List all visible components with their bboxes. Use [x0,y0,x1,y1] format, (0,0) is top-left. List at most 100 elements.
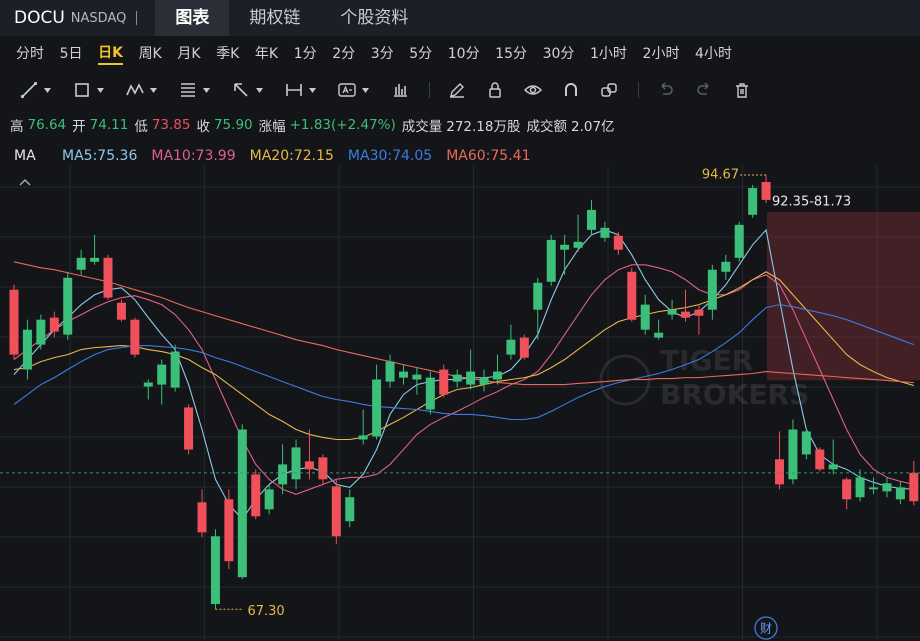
legend-entry: MA20:72.15 [250,148,334,164]
legend-entry: MA30:74.05 [348,148,432,164]
candle-body [103,257,113,298]
dropdown[interactable] [309,87,316,93]
candle-body [466,371,476,385]
candle-body [573,241,583,248]
candle-body [22,329,32,370]
rect-tool[interactable] [73,81,91,99]
low-label: 67.30 [247,604,284,619]
candle-body [479,377,489,385]
pen-tool[interactable] [448,81,466,99]
tab[interactable]: 个股资料 [340,8,409,28]
candle-body [600,227,610,238]
line-tool[interactable] [20,81,38,99]
candle-body [546,239,556,282]
undo[interactable] [657,81,675,99]
candle-body [358,435,368,440]
link-tool[interactable] [600,81,618,99]
candle-body [197,502,207,533]
candle-body [49,317,59,332]
period[interactable]: 年K [254,46,279,62]
delete[interactable] [733,81,751,99]
text-tool[interactable] [338,81,356,99]
candle-body [681,311,690,318]
drawing-toolbar [0,72,920,108]
fib-tool[interactable] [179,81,197,99]
period[interactable]: 1小时 [590,46,627,62]
lock-tool[interactable] [486,81,504,99]
ma-line [13,228,914,521]
candle-body [412,374,422,380]
redo[interactable] [695,81,713,99]
candle-body [640,304,650,330]
dropdown[interactable] [44,87,51,93]
top-bar: DOCU NASDAQ 图表 期权链 个股资料 [0,0,920,36]
divider [429,82,430,98]
period[interactable]: 3分 [370,46,394,62]
period[interactable]: 30分 [542,46,575,62]
dropdown[interactable] [97,87,104,93]
period[interactable]: 季K [216,46,240,62]
tab[interactable]: 图表 [155,0,230,36]
period[interactable]: 周K [138,46,162,62]
period[interactable]: 4小时 [695,46,732,62]
period[interactable]: 10分 [447,46,480,62]
period[interactable]: 5日 [59,46,83,62]
dropdown[interactable] [256,87,263,93]
candle-body [184,407,194,450]
candle-body [9,289,19,355]
candle-body [63,277,73,335]
collapse-icon[interactable] [19,178,31,186]
wave-tool[interactable] [126,81,144,99]
candle-body [251,474,261,517]
legend-entry: MA5:75.36 [62,148,137,164]
period-bar: 分时 5日 日K 周K 月K 季K 年K 1分 2分 3分 5分 10分 15分 30分 1小时 2小时 4小时 [0,36,920,70]
candle-body [869,487,879,490]
dropdown[interactable] [150,87,157,93]
quote-value: 2.07亿 [570,119,615,135]
candle-body [264,489,274,510]
indicator-tool[interactable] [391,81,409,99]
period[interactable]: 2分 [332,46,356,62]
tab[interactable]: 期权链 [249,8,301,28]
quote-label: 涨幅 [258,119,286,135]
dropdown[interactable] [203,87,210,93]
quote-label: 高 [10,119,24,135]
period[interactable]: 日K [98,42,123,65]
candle-body [882,483,892,492]
candle-body [345,497,355,522]
arrow-tool[interactable] [232,81,250,99]
period[interactable]: 5分 [409,46,433,62]
candle-body [855,477,865,498]
candle-body [90,257,100,262]
candle-body [318,457,328,480]
quote-value: +1.83(+2.47%) [289,117,396,133]
ma-line [13,271,914,441]
candle-body [385,361,395,382]
quote-line: 高 76.64 开 74.11 低 73.85 收 75.90 涨幅 +1.83(+2.47%) 成… [0,110,920,140]
tabs: 图表 期权链 个股资料 [155,0,428,36]
period[interactable]: 2小时 [642,46,680,62]
symbol: DOCU [14,8,65,28]
candle-body [331,486,341,537]
candle-body [707,269,717,310]
period[interactable]: 15分 [495,46,527,62]
period[interactable]: 分时 [16,46,44,62]
dropdown[interactable] [362,87,369,93]
candle-body [425,377,435,410]
candle-body [304,461,314,470]
quote-value: 272.18万股 [446,119,521,135]
candle-body [748,188,758,215]
candle-body [116,302,126,320]
badge-text[interactable]: 财 [760,622,772,636]
indicator-name: MA [14,148,36,164]
watermark-logo [599,354,651,406]
period[interactable]: 1分 [293,46,317,62]
magnet-tool[interactable] [562,81,580,99]
measure-tool[interactable] [285,81,303,99]
range-label: 92.35-81.73 [772,194,851,209]
eye-tool[interactable] [524,81,542,99]
period[interactable]: 月K [177,46,201,62]
chart-background [0,140,920,641]
candle-body [775,459,785,485]
